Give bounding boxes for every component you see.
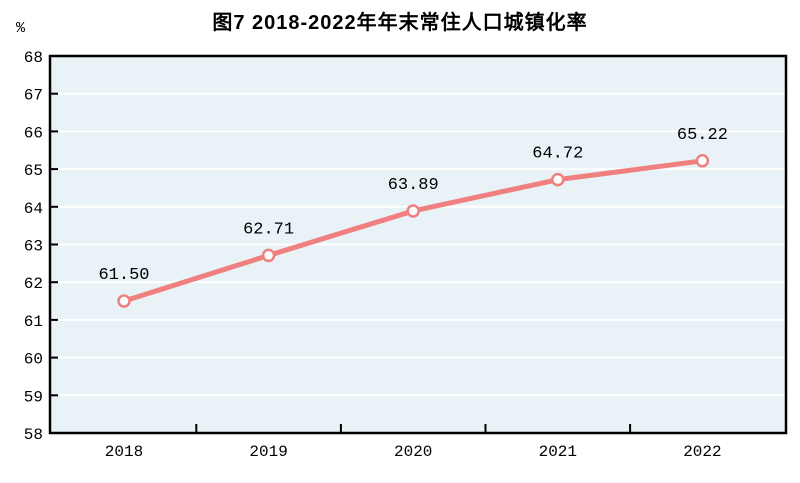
data-point-marker (551, 172, 565, 187)
x-tick-label: 2019 (249, 443, 287, 461)
data-point-marker (695, 154, 710, 168)
y-tick-label: 67 (24, 87, 43, 105)
y-tick-label: 68 (24, 49, 43, 67)
data-point-label: 65.22 (677, 126, 728, 145)
data-point-label: 63.89 (388, 176, 439, 195)
data-point-marker (406, 204, 420, 218)
x-tick-label: 2018 (105, 443, 143, 461)
data-point-label: 62.71 (243, 220, 294, 239)
y-tick-label: 58 (24, 426, 43, 444)
y-tick-label: 59 (24, 388, 43, 406)
y-tick-label: 63 (24, 238, 43, 256)
x-tick-label: 2022 (683, 443, 721, 461)
y-tick-label: 64 (24, 200, 43, 218)
data-point-marker (117, 294, 131, 308)
y-tick-label: 62 (24, 275, 43, 293)
chart-title: 图7 2018-2022年年末常住人口城镇化率 (212, 12, 588, 34)
y-tick-label: 61 (24, 313, 43, 331)
x-tick-label: 2021 (539, 443, 577, 461)
data-point-marker (261, 248, 276, 263)
x-tick-label: 2020 (394, 443, 432, 461)
y-tick-label: 65 (24, 162, 43, 180)
y-tick-label: 60 (24, 351, 43, 369)
data-point-label: 61.50 (98, 266, 149, 285)
y-axis-unit-label: % (16, 20, 26, 37)
data-point-label: 64.72 (532, 145, 583, 164)
y-tick-label: 66 (24, 124, 43, 142)
